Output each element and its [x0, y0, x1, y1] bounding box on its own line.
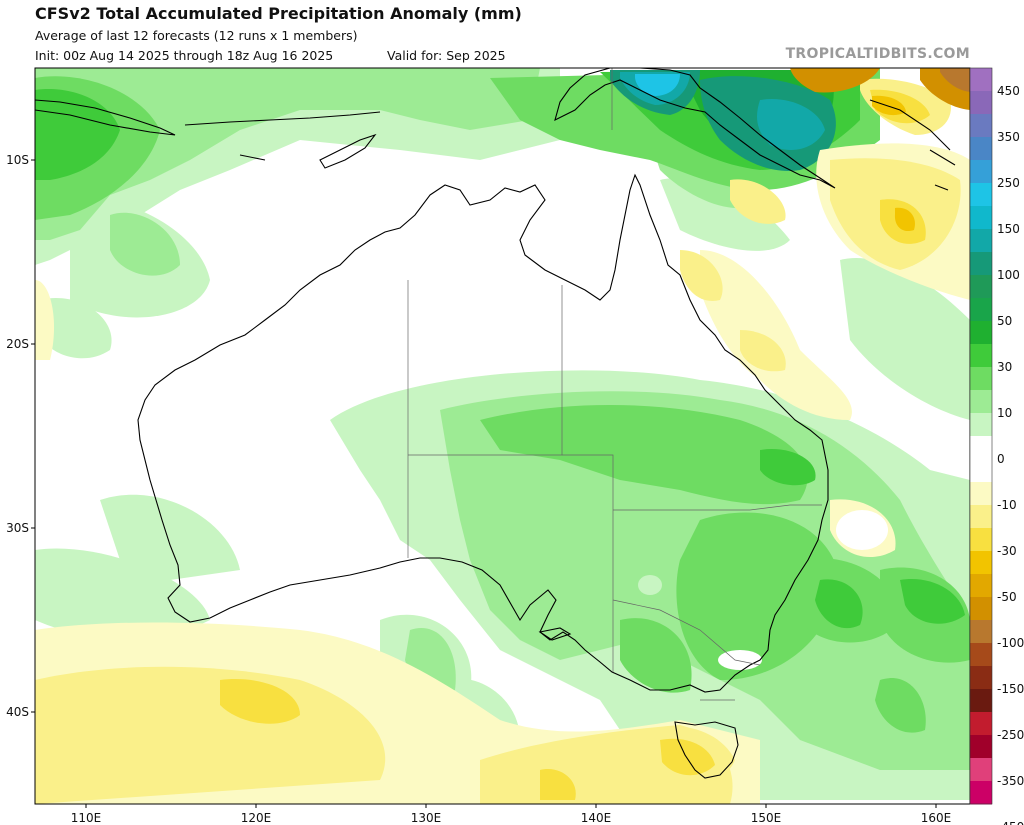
colorbar-segment: [970, 528, 992, 552]
colorbar-label: 50: [997, 314, 1012, 328]
colorbar-label: -450: [997, 820, 1024, 825]
colorbar-label: 250: [997, 176, 1020, 190]
java-coastline: [35, 99, 176, 136]
lat-tick-label: 20S: [6, 337, 29, 351]
latitude-axis: 10S 20S 30S 40S: [6, 153, 35, 719]
colorbar-segment: [970, 781, 992, 805]
anomaly-neg150-shading: [940, 68, 970, 92]
colorbar-segment: [970, 183, 992, 207]
colorbar-segment: [970, 574, 992, 598]
lat-tick-label: 30S: [6, 521, 29, 535]
australia-coastline: [137, 173, 829, 693]
colorbar-segment: [970, 620, 992, 644]
colorbar-segment: [970, 137, 992, 161]
kangaroo-island: [538, 627, 572, 641]
colorbar-segment: [970, 482, 992, 506]
lon-tick-label: 140E: [581, 811, 612, 825]
colorbar-label: 30: [997, 360, 1012, 374]
colorbar-label: -10: [997, 498, 1017, 512]
colorbar-label: 350: [997, 130, 1020, 144]
colorbar-label: 150: [997, 222, 1020, 236]
lon-tick-label: 110E: [71, 811, 102, 825]
colorbar-segment: [970, 298, 992, 322]
colorbar-segment: [970, 735, 992, 759]
chart-title: CFSv2 Total Accumulated Precipitation An…: [35, 4, 522, 23]
state-borders: [407, 68, 822, 701]
colorbar-label: 10: [997, 406, 1012, 420]
colorbar-label: 450: [997, 84, 1020, 98]
lat-tick-label: 40S: [6, 705, 29, 719]
colorbar-segment: [970, 321, 992, 345]
brand-watermark: TROPICALTIDBITS.COM: [785, 46, 970, 62]
lon-tick-label: 150E: [751, 811, 782, 825]
colorbar-segment: [970, 643, 992, 667]
colorbar-segment: [970, 229, 992, 253]
colorbar-segment: [970, 597, 992, 621]
longitude-axis: 110E 120E 130E 140E 150E 160E: [71, 804, 952, 825]
colorbar: 4503502501501005030100-10-30-50-100-150-…: [969, 67, 1024, 825]
colorbar-frame: [969, 67, 993, 805]
colorbar-segment: [970, 252, 992, 276]
colorbar-segment: [970, 390, 992, 414]
colorbar-segment: [970, 689, 992, 713]
init-text: Init: 00z Aug 14 2025 through 18z Aug 16…: [35, 48, 334, 63]
colorbar-label: 0: [997, 452, 1005, 466]
lon-tick-label: 130E: [411, 811, 442, 825]
anomaly-field: [35, 68, 970, 804]
colorbar-segment: [970, 206, 992, 230]
colorbar-label: -30: [997, 544, 1017, 558]
colorbar-segment: [970, 68, 992, 92]
colorbar-segment: [970, 344, 992, 368]
islands-coastline: [184, 99, 956, 191]
anomaly-neg50-shading: [872, 95, 916, 232]
colorbar-segment: [970, 551, 992, 575]
colorbar-label: -100: [997, 636, 1024, 650]
colorbar-segment: [970, 114, 992, 138]
colorbar-label: -350: [997, 774, 1024, 788]
colorbar-segment: [970, 91, 992, 115]
coastline: [35, 68, 956, 779]
colorbar-segment: [970, 666, 992, 690]
valid-text: Valid for: Sep 2025: [387, 48, 506, 63]
colorbar-label: 100: [997, 268, 1020, 282]
colorbar-segment: [970, 758, 992, 782]
new-guinea-coastline: [554, 68, 836, 189]
colorbar-segment: [970, 712, 992, 736]
colorbar-segment: [970, 459, 992, 483]
colorbar-segment: [970, 436, 992, 460]
lon-tick-label: 120E: [241, 811, 272, 825]
colorbar-label: -250: [997, 728, 1024, 742]
colorbar-label: -150: [997, 682, 1024, 696]
colorbar-label: -50: [997, 590, 1017, 604]
colorbar-segment: [970, 275, 992, 299]
lat-tick-label: 10S: [6, 153, 29, 167]
colorbar-segment: [970, 160, 992, 184]
tasmania-coastline: [674, 721, 739, 779]
colorbar-segment: [970, 413, 992, 437]
chart-subtitle: Average of last 12 forecasts (12 runs x …: [35, 28, 358, 43]
lon-tick-label: 160E: [921, 811, 952, 825]
colorbar-segment: [970, 367, 992, 391]
timor-coastline: [319, 133, 377, 169]
anomaly-350-shading: [635, 74, 680, 96]
colorbar-segment: [970, 505, 992, 529]
